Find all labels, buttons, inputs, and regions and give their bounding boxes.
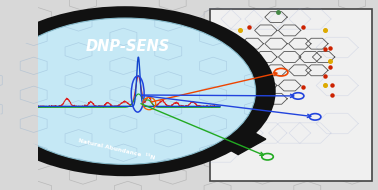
Text: DNP-SENS: DNP-SENS (86, 39, 170, 54)
Circle shape (0, 8, 274, 175)
Text: Natural Abundance  ¹⁵N: Natural Abundance ¹⁵N (77, 139, 155, 161)
Polygon shape (225, 132, 266, 155)
Circle shape (0, 18, 256, 164)
Bar (210, 9, 372, 181)
